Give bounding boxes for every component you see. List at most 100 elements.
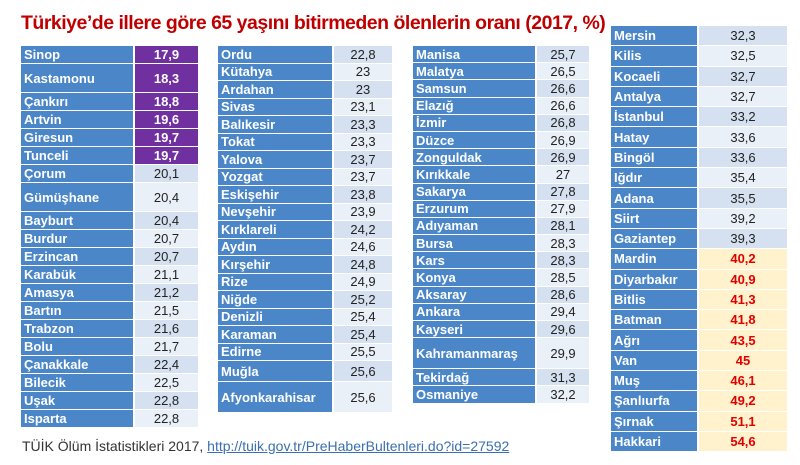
province-name: Bolu xyxy=(21,338,133,355)
province-name: Edirne xyxy=(218,343,332,360)
province-value: 32,2 xyxy=(537,386,589,403)
province-value: 40,9 xyxy=(699,269,787,289)
table-row: Kilis 32,5 xyxy=(611,46,787,66)
province-name: Muş xyxy=(611,371,697,391)
province-name: Giresun xyxy=(21,129,133,146)
table-row: İzmir 26,8 xyxy=(413,114,589,131)
province-name: Aydın xyxy=(218,238,332,255)
province-value: 26,6 xyxy=(537,97,589,114)
page-title: Türkiye’de illere göre 65 yaşını bitirme… xyxy=(21,12,606,34)
table-row: Ankara 29,4 xyxy=(413,303,589,320)
province-value: 32,7 xyxy=(699,86,787,107)
province-name: Kars xyxy=(413,252,535,269)
province-name: Bayburt xyxy=(21,212,133,229)
province-value: 18,8 xyxy=(135,93,198,110)
table-row: Sinop 17,9 xyxy=(21,46,198,63)
table-row: Adıyaman 28,1 xyxy=(413,217,589,235)
province-name: Bartın xyxy=(21,302,133,319)
province-name: Muğla xyxy=(218,361,332,381)
province-value: 21,7 xyxy=(135,338,198,355)
province-name: Kırıkkale xyxy=(413,166,535,183)
table-row: Sakarya 27,8 xyxy=(413,183,589,200)
table-row: Niğde 25,2 xyxy=(218,291,392,308)
table-row: Artvin 19,6 xyxy=(21,111,198,128)
province-value: 39,2 xyxy=(699,208,787,228)
province-name: Bitlis xyxy=(611,289,697,310)
source-link[interactable]: http://tuik.gov.tr/PreHaberBultenleri.do… xyxy=(207,438,510,454)
table-row: Manisa 25,7 xyxy=(413,46,589,63)
table-column-3: Manisa 25,7 Malatya 26,5 Samsun 26,6 Elazığ 26,… xyxy=(413,46,589,403)
province-value: 20,1 xyxy=(135,165,198,182)
table-row: Çanakkale 22,4 xyxy=(21,356,198,373)
table-row: Bolu 21,7 xyxy=(21,338,198,355)
province-name: Düzce xyxy=(413,131,535,149)
table-row: Bayburt 20,4 xyxy=(21,212,198,229)
province-value: 32,5 xyxy=(699,46,787,66)
province-name: Çorum xyxy=(21,165,133,182)
province-name: Afyonkarahisar xyxy=(218,382,332,412)
table-row: Kastamonu 18,3 xyxy=(21,64,198,92)
province-name: Balıkesir xyxy=(218,116,332,133)
province-value: 29,9 xyxy=(537,338,589,369)
province-value: 29,4 xyxy=(537,303,589,320)
province-value: 21,6 xyxy=(135,320,198,337)
table-row: Ardahan 23 xyxy=(218,81,392,98)
table-row: Bitlis 41,3 xyxy=(611,289,787,310)
province-value: 26,8 xyxy=(537,114,589,131)
province-value: 49,2 xyxy=(699,391,787,411)
province-value: 24,2 xyxy=(334,221,392,238)
province-value: 40,2 xyxy=(699,249,787,269)
province-value: 21,2 xyxy=(135,284,198,301)
province-value: 31,3 xyxy=(537,369,589,386)
province-name: Sivas xyxy=(218,98,332,115)
province-value: 19,6 xyxy=(135,111,198,128)
province-name: Trabzon xyxy=(21,320,133,337)
province-value: 28,3 xyxy=(537,252,589,269)
province-name: Hatay xyxy=(611,127,697,147)
table-row: Gaziantep 39,3 xyxy=(611,228,787,249)
table-row: Siirt 39,2 xyxy=(611,208,787,228)
province-name: Kayseri xyxy=(413,321,535,338)
province-value: 35,5 xyxy=(699,188,787,208)
province-value: 21,5 xyxy=(135,302,198,319)
table-row: Aydın 24,6 xyxy=(218,238,392,255)
province-name: Osmaniye xyxy=(413,386,535,403)
province-name: Yalova xyxy=(218,151,332,168)
table-row: Trabzon 21,6 xyxy=(21,320,198,337)
province-name: Burdur xyxy=(21,230,133,247)
table-row: Yalova 23,7 xyxy=(218,151,392,168)
province-name: Erzincan xyxy=(21,248,133,265)
table-row: Amasya 21,2 xyxy=(21,284,198,301)
province-name: Bilecik xyxy=(21,374,133,391)
table-row: Sivas 23,1 xyxy=(218,98,392,115)
province-name: Aksaray xyxy=(413,286,535,303)
province-name: Sinop xyxy=(21,46,133,63)
table-row: Hatay 33,6 xyxy=(611,127,787,147)
province-value: 33,6 xyxy=(699,147,787,168)
table-row: Erzincan 20,7 xyxy=(21,248,198,265)
table-column-2: Ordu 22,8 Kütahya 23 Ardahan 23 Sivas 23,1 Balık… xyxy=(218,46,392,412)
table-row: Kırıkkale 27 xyxy=(413,166,589,183)
province-name: Çankırı xyxy=(21,93,133,110)
province-name: İstanbul xyxy=(611,107,697,127)
table-row: Muş 46,1 xyxy=(611,371,787,391)
province-value: 18,3 xyxy=(135,64,198,92)
province-name: Nevşehir xyxy=(218,203,332,220)
table-row: Giresun 19,7 xyxy=(21,129,198,146)
table-row: Tokat 23,3 xyxy=(218,133,392,150)
table-row: Tekirdağ 31,3 xyxy=(413,369,589,386)
table-row: Van 45 xyxy=(611,350,787,371)
table-row: Yozgat 23,7 xyxy=(218,168,392,185)
province-name: Kahramanmaraş xyxy=(413,338,535,369)
source-text: TÜİK Ölüm İstatistikleri 2017, xyxy=(22,438,208,454)
table-row: Muğla 25,6 xyxy=(218,361,392,381)
province-value: 23,3 xyxy=(334,133,392,150)
province-value: 51,1 xyxy=(699,411,787,431)
table-row: Mardin 40,2 xyxy=(611,249,787,269)
province-name: Mardin xyxy=(611,249,697,269)
province-name: Denizli xyxy=(218,308,332,325)
province-name: Kastamonu xyxy=(21,64,133,92)
province-value: 28,1 xyxy=(537,217,589,235)
table-row: Gümüşhane 20,4 xyxy=(21,183,198,211)
province-value: 32,7 xyxy=(699,66,787,86)
